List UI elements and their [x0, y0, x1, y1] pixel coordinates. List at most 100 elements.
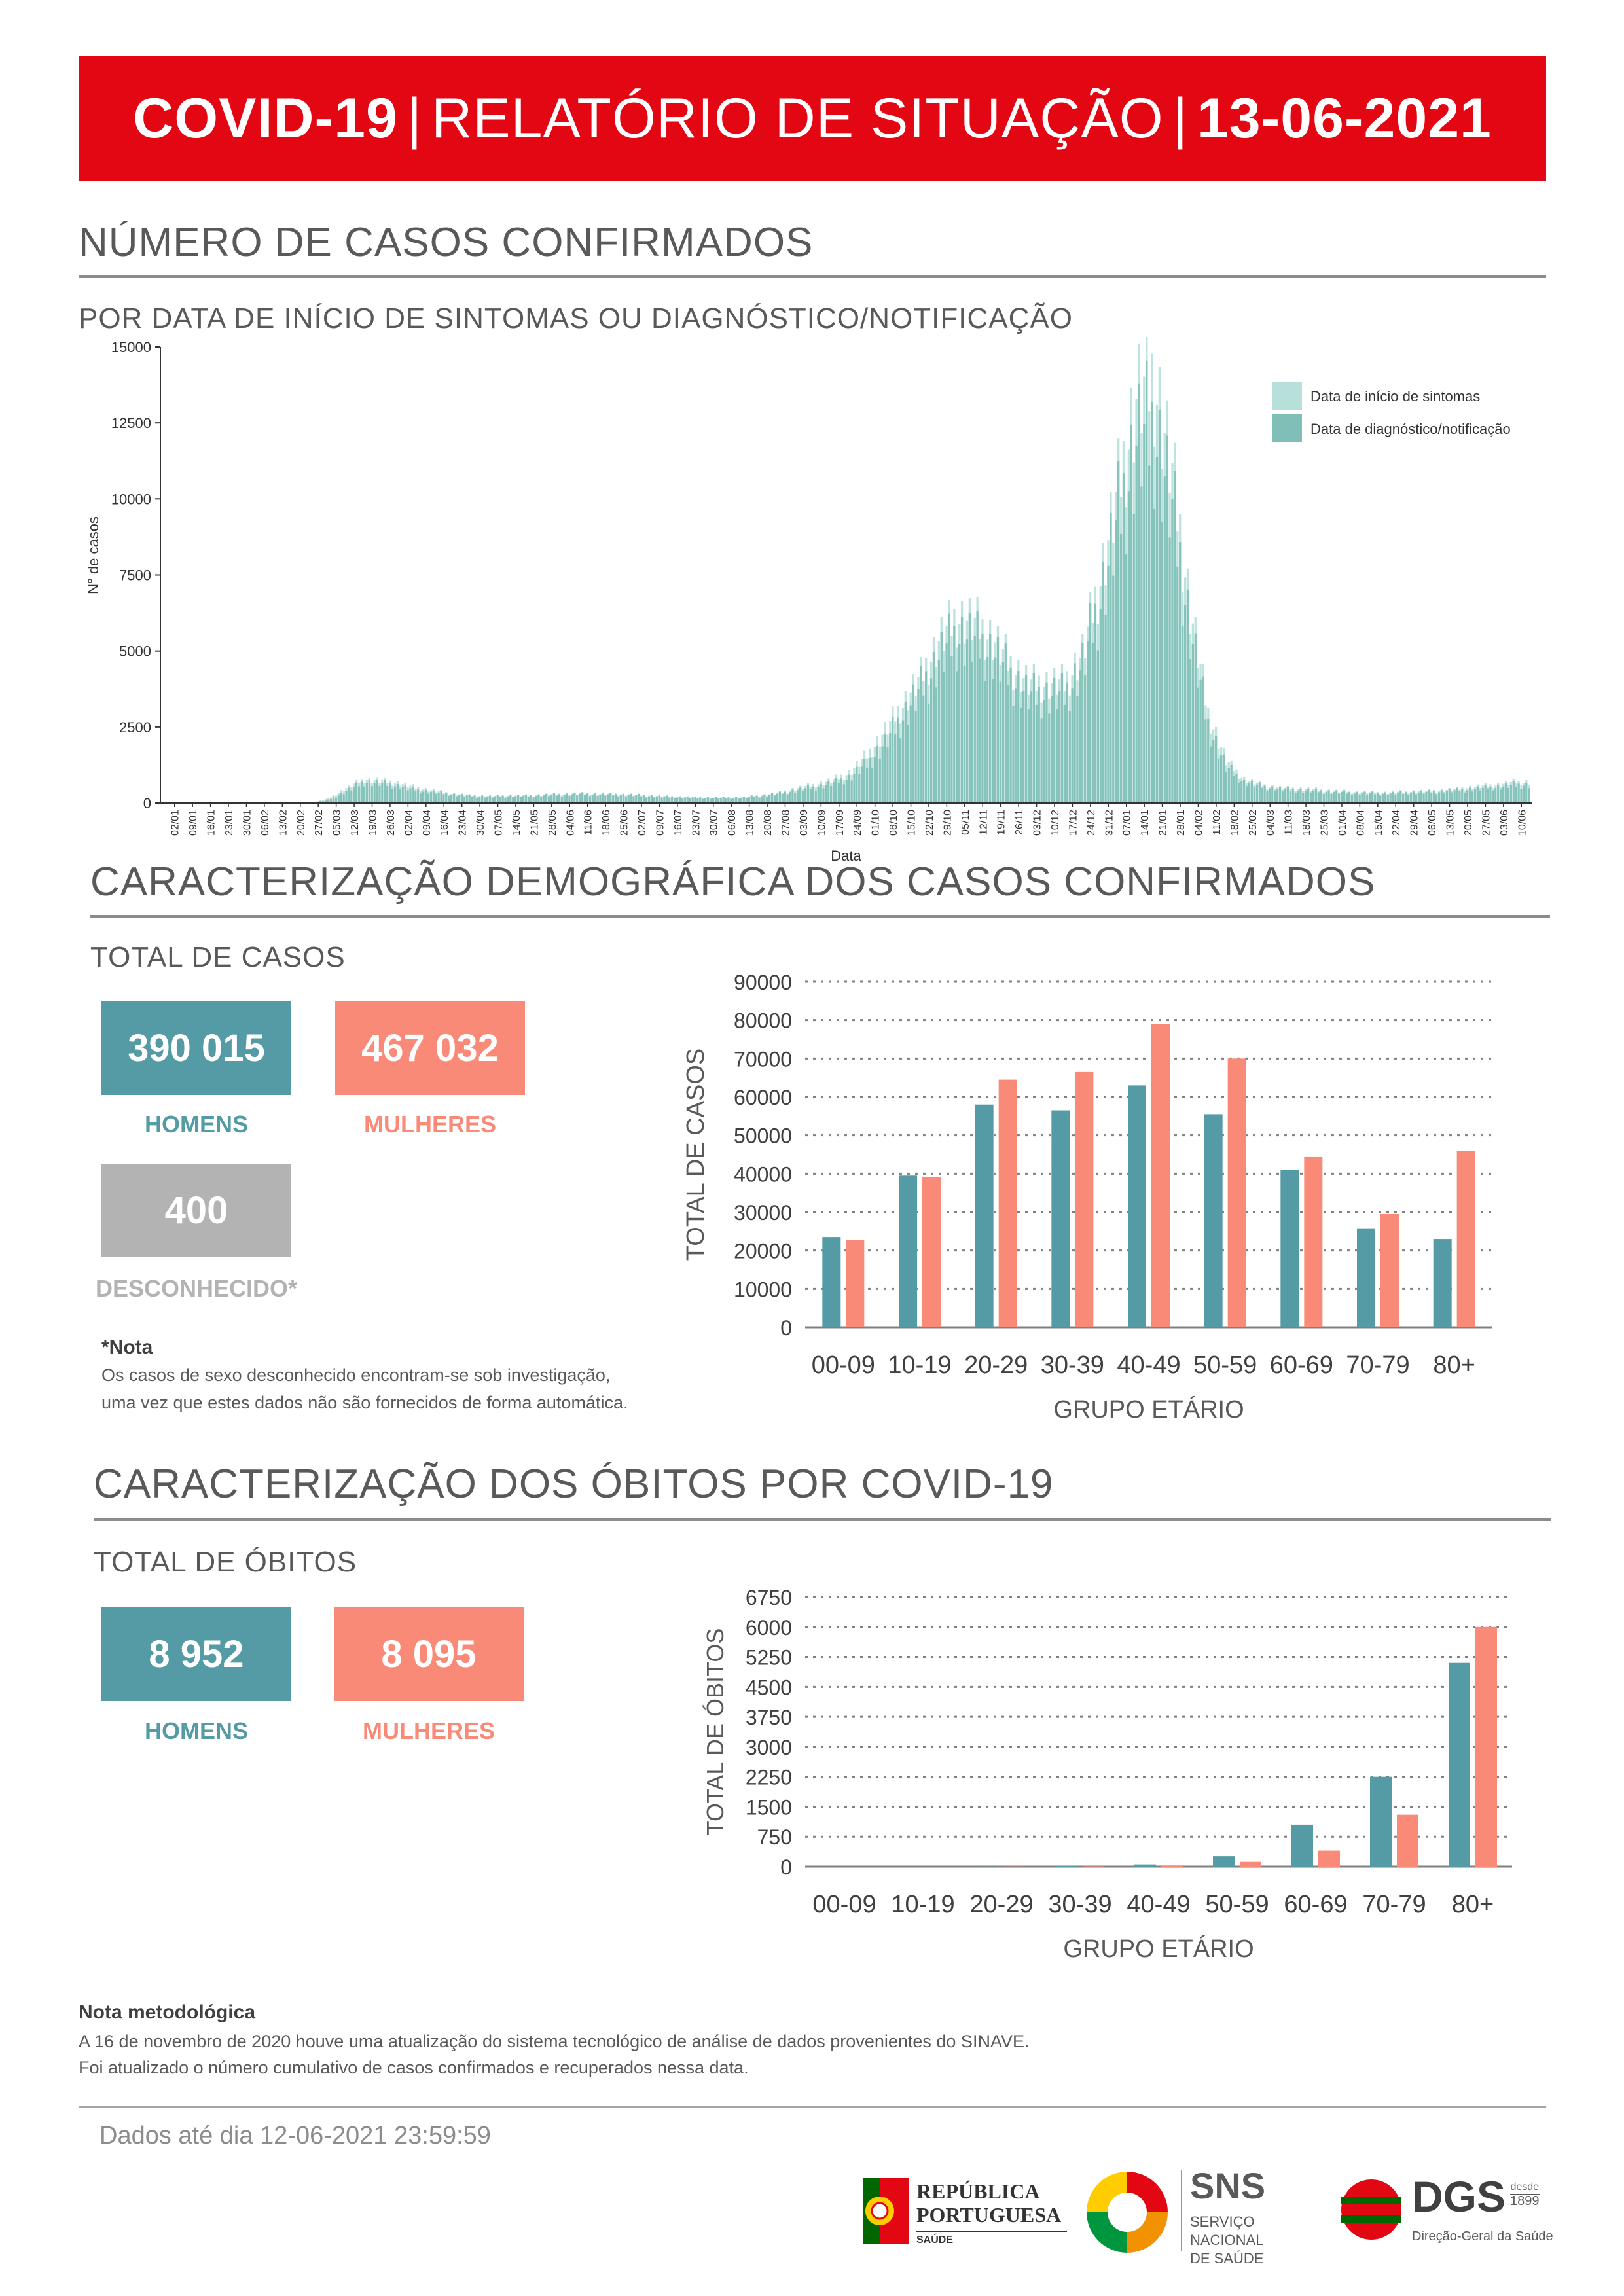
cases-category-label: 50-59 [1193, 1352, 1257, 1379]
daily-bar-notification [1253, 787, 1256, 803]
daily-bar-notification [666, 795, 668, 803]
daily-legend: Data de início de sintomas Data de diagn… [1272, 382, 1511, 442]
daily-bar-notification [781, 794, 784, 803]
daily-bar-notification [491, 797, 494, 803]
daily-cases-chart: 0 2500 5000 7500 10000 12500 15000 02/01 09/01 1… [85, 337, 1532, 861]
daily-bar-notification [901, 720, 905, 803]
daily-bar-notification [363, 786, 366, 803]
daily-bar-notification [1281, 791, 1284, 803]
daily-bar-notification [794, 793, 797, 803]
daily-bar-notification [712, 798, 715, 803]
daily-x-tick-label: 04/06 [565, 810, 576, 836]
logo3-since: desde [1510, 2181, 1540, 2193]
daily-bar-notification [896, 717, 899, 803]
daily-bar-notification [1361, 793, 1363, 803]
daily-bar-notification [1415, 794, 1417, 803]
daily-bar-notification [750, 795, 753, 803]
deaths-bar-men [1134, 1864, 1156, 1867]
cases-bar-men [1357, 1228, 1375, 1327]
daily-bar-notification [1130, 424, 1132, 803]
daily-bar-notification [1171, 499, 1174, 803]
daily-bar-notification [1235, 773, 1238, 803]
daily-bar-notification [440, 791, 442, 803]
daily-bar-notification [396, 784, 399, 803]
daily-bar-notification [732, 798, 735, 803]
daily-bar-notification [871, 767, 874, 803]
daily-bar-notification [552, 793, 556, 803]
daily-bar-notification [514, 796, 517, 803]
daily-bar-notification [786, 794, 789, 803]
daily-bar-notification [568, 796, 571, 803]
daily-bar-notification [1312, 790, 1315, 803]
daily-bar-notification [1148, 465, 1151, 803]
daily-bar-notification [378, 785, 381, 803]
daily-bar-notification [865, 767, 869, 803]
daily-bar-notification [376, 780, 378, 803]
daily-bar-notification [1038, 687, 1040, 803]
daily-x-tick-label: 09/04 [422, 810, 433, 836]
logo1-line1: REPÚBLICA [916, 2179, 1040, 2203]
daily-bar-notification [1001, 662, 1004, 803]
daily-bar-notification [1004, 643, 1007, 803]
daily-bar-notification [719, 797, 722, 803]
daily-bar-notification [1487, 789, 1489, 803]
cases-bar-women [1151, 1024, 1170, 1327]
deaths-bar-men [1056, 1866, 1077, 1867]
daily-bar-notification [476, 797, 478, 803]
daily-x-tick-label: 25/02 [1248, 810, 1259, 836]
daily-bar-notification [1138, 383, 1140, 803]
daily-bar-notification [730, 798, 732, 803]
daily-bar-notification [1392, 791, 1394, 803]
daily-bar-notification [635, 795, 638, 803]
daily-bar-notification [1356, 791, 1358, 803]
women-deaths-label: MULHERES [362, 1717, 495, 1744]
daily-bar-notification [668, 797, 671, 803]
daily-bar-notification [1271, 786, 1274, 803]
daily-bar-notification [737, 798, 740, 803]
daily-x-tick-label: 07/05 [494, 810, 505, 836]
daily-bar-notification [1127, 491, 1130, 803]
daily-bar-notification [329, 799, 333, 803]
daily-bar-notification [827, 781, 830, 803]
daily-x-tick-label: 30/04 [475, 810, 486, 836]
daily-x-tick-label: 11/06 [583, 810, 594, 835]
daily-bar-notification [1376, 793, 1379, 803]
daily-bar-notification [588, 796, 591, 803]
daily-bar-notification [1297, 791, 1299, 803]
daily-bar-notification [1443, 793, 1446, 803]
daily-bar-notification [419, 793, 422, 803]
daily-bar-notification [1225, 772, 1227, 803]
deaths-section-title: CARACTERIZAÇÃO DOS ÓBITOS POR COVID-19 [94, 1462, 1054, 1507]
daily-bar-notification [1240, 781, 1243, 803]
daily-bar-notification [1274, 791, 1276, 803]
daily-x-tick-label: 04/02 [1193, 810, 1204, 836]
daily-bar-notification [1517, 783, 1520, 803]
daily-bar-notification [1509, 785, 1512, 803]
daily-bar-notification [1481, 787, 1484, 803]
daily-bar-notification [1430, 793, 1433, 803]
daily-bar-notification [801, 791, 804, 803]
daily-bar-notification [388, 783, 391, 803]
banner-title-bold: COVID-19 [133, 86, 398, 150]
daily-bar-notification [1343, 790, 1346, 803]
daily-bar-notification [1286, 787, 1290, 803]
daily-x-tick-label: 01/04 [1337, 810, 1348, 836]
daily-x-tick-label: 25/06 [619, 810, 630, 836]
daily-bar-notification [1227, 768, 1230, 803]
daily-bar-notification [1504, 783, 1507, 803]
unknown-note-line2: uma vez que estes dados não são fornecid… [101, 1393, 628, 1412]
daily-bar-notification [935, 687, 938, 803]
cases-section-subtitle: POR DATA DE INÍCIO DE SINTOMAS OU DIAGNÓ… [79, 302, 1073, 334]
daily-bar-notification [558, 794, 560, 803]
daily-bar-notification [1086, 641, 1089, 803]
daily-bar-notification [922, 695, 925, 803]
daily-bar-notification [545, 794, 548, 803]
daily-bar-notification [1179, 542, 1182, 803]
daily-bar-notification [1112, 575, 1115, 803]
unknown-cases-label: DESCONHECIDO* [95, 1275, 298, 1302]
daily-bar-notification [1384, 792, 1386, 803]
daily-x-tick-label: 01/10 [871, 810, 882, 836]
daily-bar-notification [740, 797, 743, 803]
daily-bar-notification [1176, 566, 1179, 803]
daily-bar-notification [706, 797, 710, 803]
